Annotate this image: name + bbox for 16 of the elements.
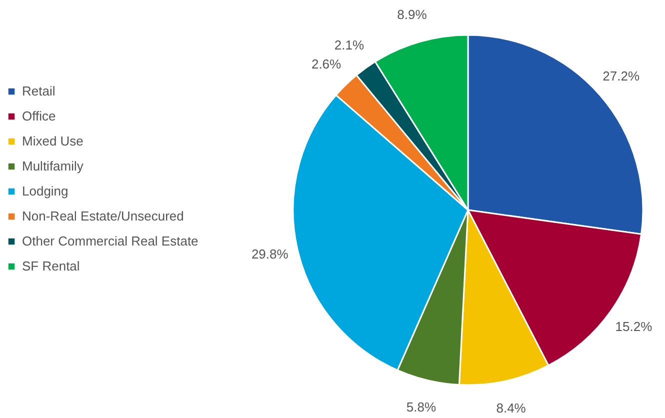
- data-label: 5.8%: [406, 400, 436, 415]
- legend-label: Mixed Use: [22, 134, 84, 148]
- legend-label: Non-Real Estate/Unsecured: [22, 208, 184, 224]
- data-label: 27.2%: [602, 68, 640, 84]
- data-label: 2.1%: [334, 37, 364, 52]
- legend-label: Multifamily: [22, 158, 84, 174]
- data-label: 29.8%: [251, 246, 289, 262]
- legend-label: Other Commercial Real Estate: [22, 234, 198, 248]
- legend-label: Retail: [22, 84, 56, 98]
- legend-label: Office: [22, 108, 56, 124]
- legend-label: Lodging: [22, 184, 68, 198]
- data-label: 8.4%: [496, 400, 526, 416]
- legend-label: SF Rental: [22, 258, 80, 274]
- data-label: 2.6%: [311, 56, 342, 72]
- data-label: 15.2%: [615, 319, 653, 334]
- data-label: 8.9%: [397, 6, 428, 22]
